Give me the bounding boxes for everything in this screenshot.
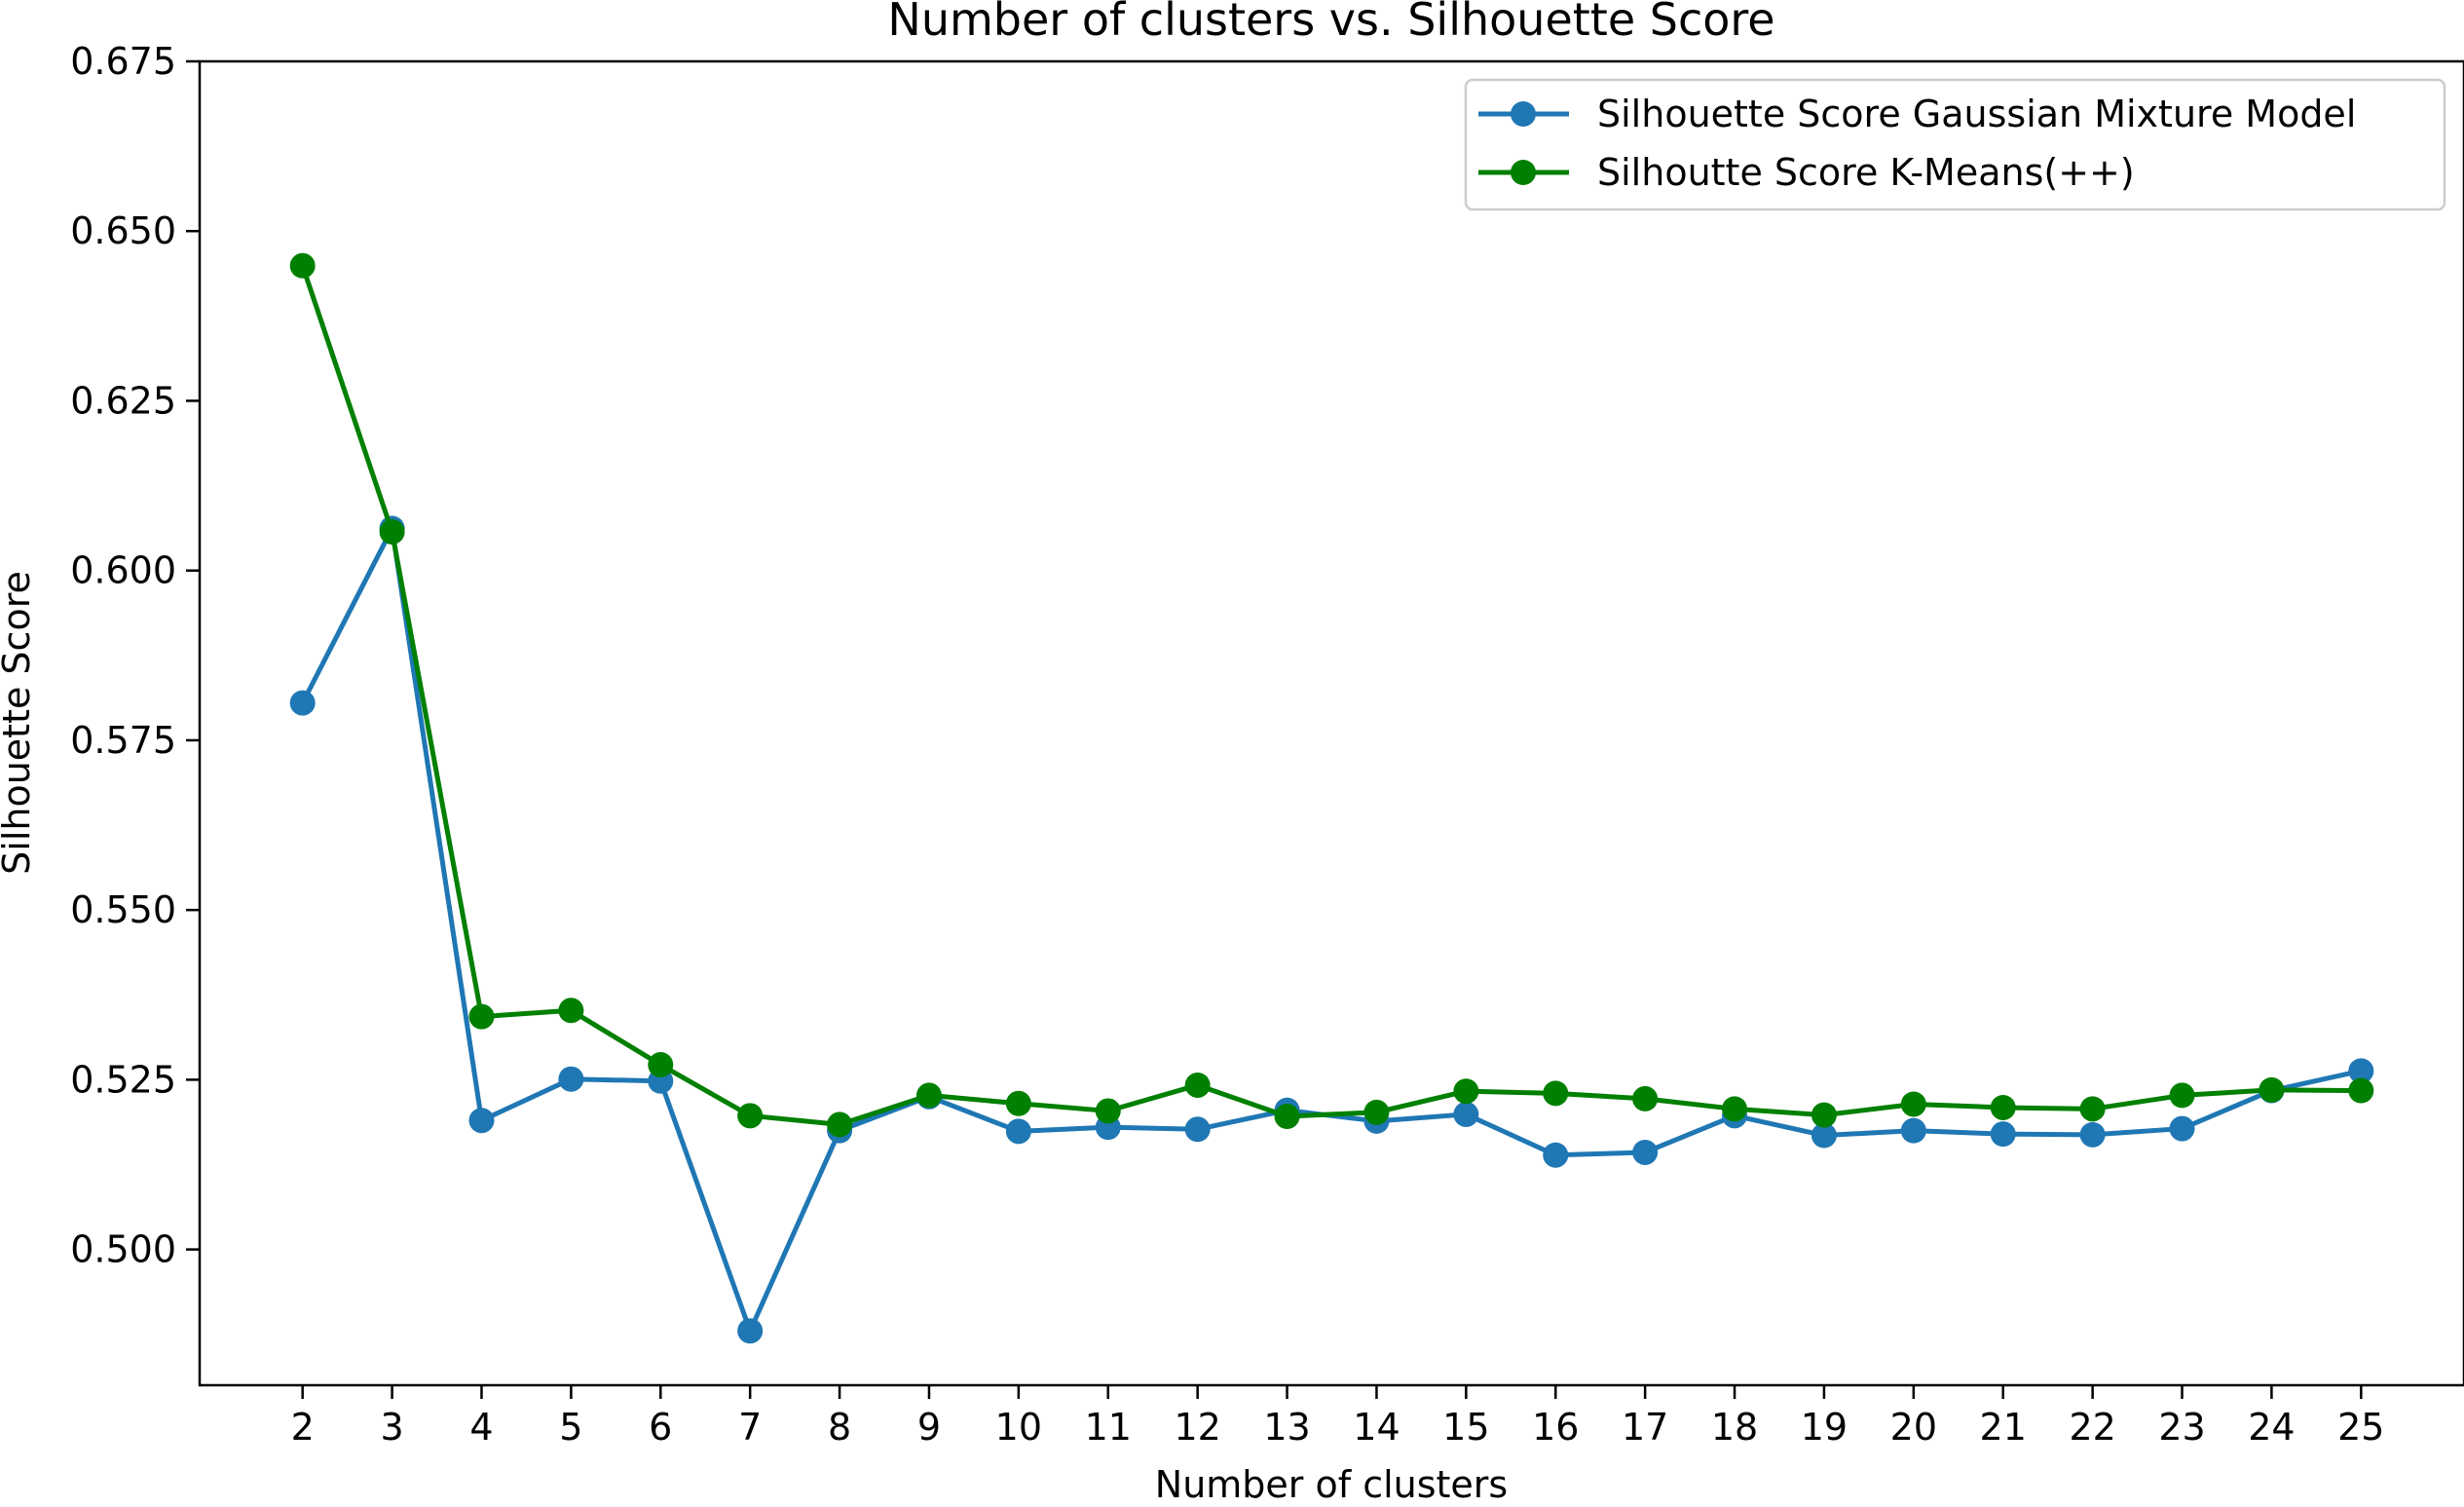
x-tick-label: 8 [828, 1406, 851, 1449]
legend-entry-gmm: Silhouette Score Gaussian Mixture Model [1478, 93, 2356, 135]
x-tick-label: 25 [2337, 1406, 2384, 1449]
y-tick-label: 0.550 [70, 888, 176, 931]
data-point-gmm [1900, 1117, 1926, 1144]
data-point-kmeans [379, 518, 405, 545]
data-point-kmeans [1363, 1099, 1390, 1125]
data-point-gmm [2348, 1058, 2374, 1084]
legend-label-gmm: Silhouette Score Gaussian Mixture Model [1597, 93, 2356, 135]
x-tick-label: 14 [1353, 1406, 1400, 1449]
x-tick-label: 10 [995, 1406, 1042, 1449]
data-point-gmm [1811, 1122, 1837, 1149]
data-point-gmm [1184, 1116, 1211, 1143]
x-tick-label: 19 [1801, 1406, 1848, 1449]
data-point-gmm [1543, 1142, 1569, 1168]
y-tick-label: 0.675 [70, 40, 176, 83]
series-layer [289, 252, 2374, 1344]
x-tick-label: 23 [2158, 1406, 2205, 1449]
x-tick-label: 4 [469, 1406, 493, 1449]
y-tick-label: 0.575 [70, 719, 176, 762]
data-point-kmeans [737, 1103, 764, 1129]
x-tick-label: 21 [1980, 1406, 2027, 1449]
data-point-kmeans [468, 1003, 495, 1030]
data-point-gmm [737, 1318, 764, 1344]
legend-marker-gmm [1511, 101, 1536, 127]
series-gmm [289, 515, 2374, 1344]
x-tick-label: 22 [2069, 1406, 2115, 1449]
legend: Silhouette Score Gaussian Mixture Model … [1464, 78, 2446, 211]
legend-entry-kmeans: Silhoutte Score K-Means(++) [1478, 151, 2135, 194]
data-point-kmeans [1722, 1096, 1748, 1122]
data-point-gmm [1005, 1118, 1031, 1145]
data-point-kmeans [2079, 1096, 2106, 1122]
data-point-kmeans [558, 998, 584, 1024]
data-point-gmm [468, 1108, 495, 1134]
axes-frame [198, 59, 2464, 1387]
plot-area: 0.500 0.525 0.550 0.575 0.600 0.625 0.650 0.675… [70, 40, 2464, 1449]
x-tick-label: 2 [291, 1406, 315, 1449]
x-axis-ticks: 2 3 4 5 6 7 8 9 10 11 12 13 14 15 16 17 18 19 20 21 22 23 24 25 [291, 1385, 2384, 1449]
data-point-kmeans [1184, 1072, 1211, 1098]
data-point-kmeans [1274, 1104, 1300, 1130]
data-point-gmm [1453, 1101, 1479, 1127]
x-tick-label: 24 [2248, 1406, 2295, 1449]
x-tick-label: 7 [738, 1406, 762, 1449]
x-tick-label: 5 [559, 1406, 582, 1449]
x-tick-label: 3 [380, 1406, 403, 1449]
data-point-kmeans [827, 1111, 853, 1138]
y-tick-label: 0.500 [70, 1228, 176, 1271]
x-axis-title: Number of clusters [1155, 1463, 1508, 1506]
data-point-kmeans [1900, 1091, 1926, 1117]
x-tick-label: 17 [1622, 1406, 1668, 1449]
legend-box [1464, 78, 2446, 211]
x-tick-label: 13 [1263, 1406, 1310, 1449]
x-tick-label: 20 [1890, 1406, 1937, 1449]
legend-marker-kmeans [1511, 160, 1536, 185]
x-tick-label: 11 [1085, 1406, 1132, 1449]
data-point-kmeans [1543, 1080, 1569, 1107]
data-point-gmm [289, 690, 316, 716]
y-tick-label: 0.625 [70, 379, 176, 422]
data-point-kmeans [1005, 1090, 1031, 1116]
data-point-kmeans [1990, 1094, 2016, 1120]
x-tick-label: 18 [1711, 1406, 1758, 1449]
legend-label-kmeans: Silhoutte Score K-Means(++) [1597, 151, 2135, 194]
x-tick-label: 6 [649, 1406, 672, 1449]
data-point-kmeans [648, 1052, 674, 1078]
data-point-gmm [2169, 1115, 2195, 1142]
data-point-gmm [1990, 1121, 2016, 1148]
y-tick-label: 0.600 [70, 549, 176, 592]
data-point-gmm [558, 1066, 584, 1092]
x-tick-label: 12 [1174, 1406, 1220, 1449]
chart-title: Number of clusters vs. Silhouette Score [887, 0, 1774, 46]
y-axis-ticks: 0.500 0.525 0.550 0.575 0.600 0.625 0.650 0.675 [70, 40, 200, 1271]
series-line-kmeans [300, 263, 2364, 1127]
data-point-kmeans [1095, 1098, 1121, 1124]
data-point-kmeans [915, 1082, 942, 1109]
data-point-kmeans [1632, 1085, 1659, 1111]
x-tick-label: 9 [917, 1406, 941, 1449]
series-kmeans [289, 252, 2374, 1138]
y-tick-label: 0.525 [70, 1058, 176, 1101]
data-point-kmeans [2348, 1077, 2374, 1104]
x-tick-label: 15 [1442, 1406, 1489, 1449]
data-point-kmeans [2169, 1082, 2195, 1109]
y-axis-title: Silhouette Score [0, 571, 38, 875]
y-tick-label: 0.650 [70, 209, 176, 252]
series-line-gmm [300, 525, 2364, 1334]
data-point-kmeans [2259, 1076, 2285, 1103]
data-point-kmeans [1453, 1078, 1479, 1105]
x-tick-label: 16 [1532, 1406, 1579, 1449]
data-point-kmeans [289, 252, 316, 279]
data-point-kmeans [1811, 1102, 1837, 1128]
data-point-gmm [2079, 1121, 2106, 1148]
data-point-gmm [1632, 1139, 1659, 1165]
